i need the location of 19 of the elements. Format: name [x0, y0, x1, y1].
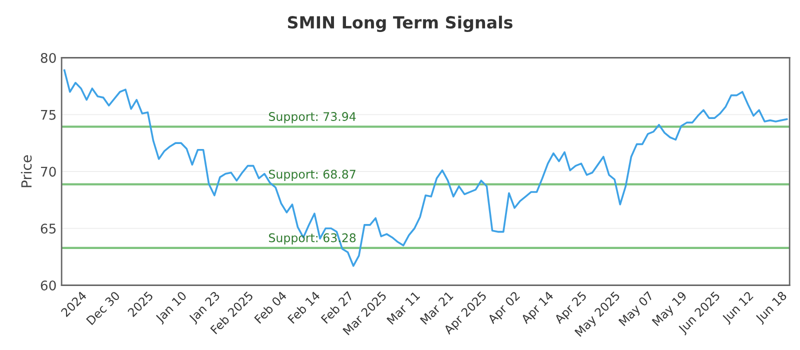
y-tick-label: 80 — [40, 52, 56, 63]
ref-line-label: Support: 68.87 — [268, 170, 356, 181]
x-tick-label: Jun 12 — [721, 291, 756, 325]
y-tick-label: 65 — [40, 224, 56, 234]
y-axis-title: Price — [20, 155, 32, 188]
x-tick-label: Dec 30 — [86, 290, 120, 326]
y-tick-label: 60 — [40, 280, 56, 290]
y-tick-label: 70 — [41, 166, 56, 177]
x-tick-label: Mar 11 — [386, 291, 420, 325]
x-tick-label: Jun 18 — [754, 290, 789, 325]
ref-line-label: Support: 73.94 — [268, 112, 356, 124]
x-tick-label: Apr 02 — [487, 291, 522, 326]
line-series — [63, 69, 788, 267]
x-tick-label: Jan 10 — [154, 290, 189, 325]
x-tick-label: Feb 14 — [287, 290, 320, 324]
y-tick-label: 75 — [41, 110, 56, 120]
x-tick-label: Feb 04 — [254, 290, 288, 324]
chart-title: SMIN Long Term Signals — [288, 16, 512, 32]
x-tick-label: Apr 14 — [520, 290, 556, 326]
